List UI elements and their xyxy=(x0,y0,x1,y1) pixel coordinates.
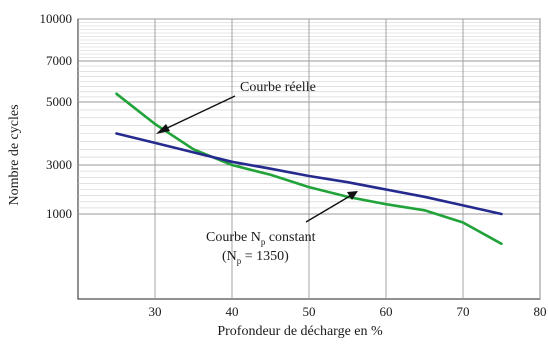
arrow-real-curve xyxy=(156,95,236,134)
y-tick-label: 7000 xyxy=(46,53,72,68)
y-axis-label: Nombre de cycles xyxy=(7,104,22,205)
series-lines xyxy=(115,92,503,246)
series-line-2 xyxy=(115,132,503,216)
x-tick-label: 50 xyxy=(303,304,316,319)
y-tick-labels: 1000 3000 5000 7000 10000 xyxy=(40,11,73,221)
y-tick-label: 1000 xyxy=(46,206,72,221)
x-axis-label: Profondeur de décharge en % xyxy=(217,324,383,339)
annotation-constant-curve: Courbe Np constant xyxy=(206,230,316,247)
arrow-constant-curve xyxy=(305,191,358,223)
x-tick-label: 80 xyxy=(534,304,547,319)
x-tick-label: 40 xyxy=(226,304,239,319)
y-tick-label: 3000 xyxy=(46,157,72,172)
series-line-1 xyxy=(115,92,503,246)
x-tick-label: 30 xyxy=(149,304,162,319)
grid xyxy=(78,18,541,299)
x-tick-label: 60 xyxy=(380,304,393,319)
annotation-np-value: (Np = 1350) xyxy=(222,249,289,266)
x-tick-label: 70 xyxy=(457,304,470,319)
annotation-real-curve: Courbe réelle xyxy=(240,80,316,95)
y-tick-label: 5000 xyxy=(46,94,72,109)
x-tick-labels: 30 40 50 60 70 80 xyxy=(149,304,547,319)
y-tick-label: 10000 xyxy=(40,11,73,26)
